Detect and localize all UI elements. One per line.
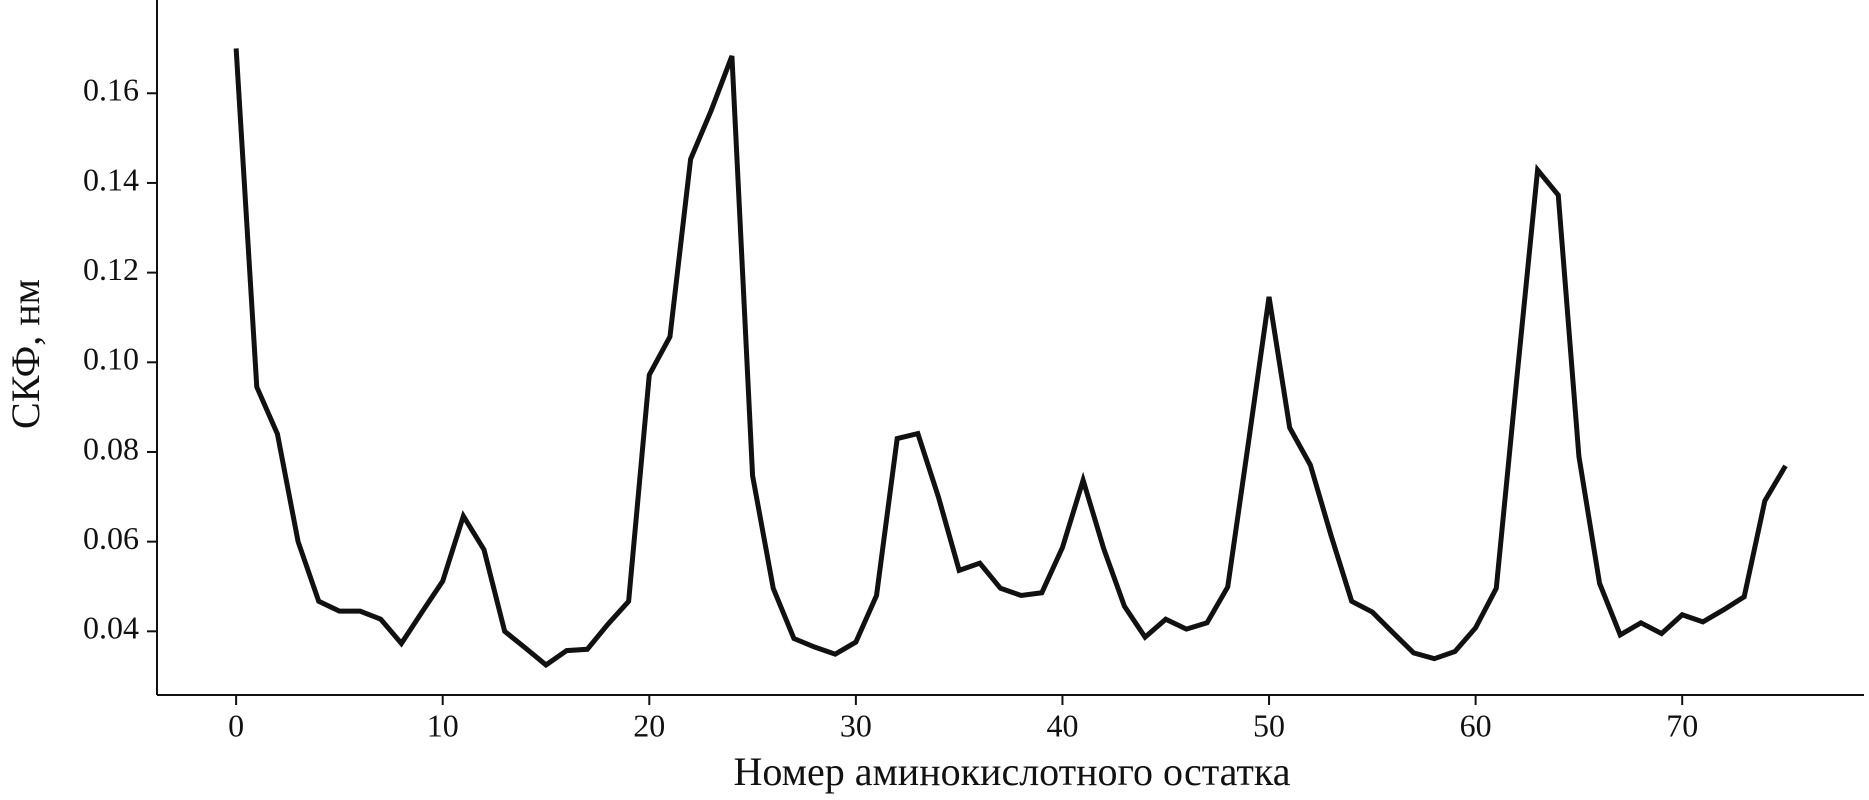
y-tick-label: 0.16: [83, 72, 139, 108]
x-axis-title: Номер аминокислотного остатка: [734, 749, 1291, 794]
x-tick-label: 40: [1046, 707, 1078, 743]
y-axis-title: СКФ, нм: [3, 279, 48, 429]
y-tick-label: 0.12: [83, 251, 139, 287]
y-tick-label: 0.04: [83, 610, 139, 646]
x-tick-label: 0: [228, 707, 244, 743]
x-tick-label: 30: [840, 707, 872, 743]
x-tick-label: 70: [1666, 707, 1698, 743]
data-line: [233, 48, 1788, 669]
x-tick-label: 20: [633, 707, 665, 743]
y-tick-label: 0.08: [83, 430, 139, 466]
x-tick-label: 60: [1460, 707, 1492, 743]
y-tick-label: 0.06: [83, 520, 139, 556]
y-tick-label: 0.14: [83, 161, 139, 197]
y-tick-label: 0.10: [83, 341, 139, 377]
x-tick-label: 50: [1253, 707, 1285, 743]
x-tick-label: 10: [427, 707, 459, 743]
